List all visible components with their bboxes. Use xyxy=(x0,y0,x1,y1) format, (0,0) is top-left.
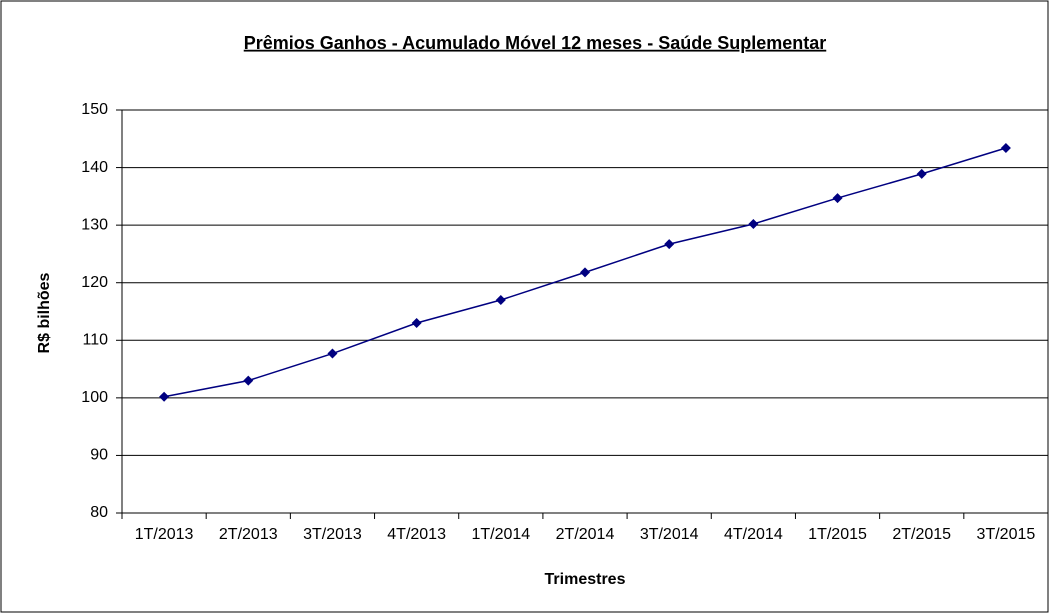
marker xyxy=(748,218,759,229)
marker xyxy=(916,168,927,179)
y-tick-label: 120 xyxy=(81,274,108,291)
y-axis-title: R$ bilhões xyxy=(36,272,53,353)
x-tick-label: 1T/2014 xyxy=(471,526,530,543)
chart-title: Prêmios Ganhos - Acumulado Móvel 12 mese… xyxy=(244,33,827,53)
marker xyxy=(243,375,254,386)
marker xyxy=(832,193,843,204)
x-tick-label: 4T/2013 xyxy=(387,526,446,543)
x-axis-title: Trimestres xyxy=(545,571,626,588)
marker xyxy=(159,391,170,402)
y-tick-label: 110 xyxy=(82,332,108,349)
marker xyxy=(664,239,675,250)
x-tick-label: 2T/2014 xyxy=(556,526,615,543)
x-tick-label: 4T/2014 xyxy=(724,526,783,543)
marker xyxy=(327,348,338,359)
x-tick-label: 3T/2015 xyxy=(977,526,1036,543)
y-tick-label: 100 xyxy=(81,389,108,406)
y-tick-label: 140 xyxy=(81,159,108,176)
x-tick-label: 1T/2013 xyxy=(135,526,194,543)
y-tick-label: 130 xyxy=(81,216,108,233)
x-tick-label: 2T/2015 xyxy=(892,526,951,543)
marker xyxy=(1000,142,1011,153)
y-tick-label: 150 xyxy=(81,101,108,118)
y-tick-label: 80 xyxy=(90,504,108,521)
x-tick-label: 1T/2015 xyxy=(808,526,867,543)
marker xyxy=(411,318,422,329)
x-tick-label: 3T/2013 xyxy=(303,526,362,543)
x-tick-label: 2T/2013 xyxy=(219,526,278,543)
marker xyxy=(495,294,506,305)
y-tick-label: 90 xyxy=(90,447,108,464)
x-tick-label: 3T/2014 xyxy=(640,526,699,543)
marker xyxy=(580,267,590,278)
